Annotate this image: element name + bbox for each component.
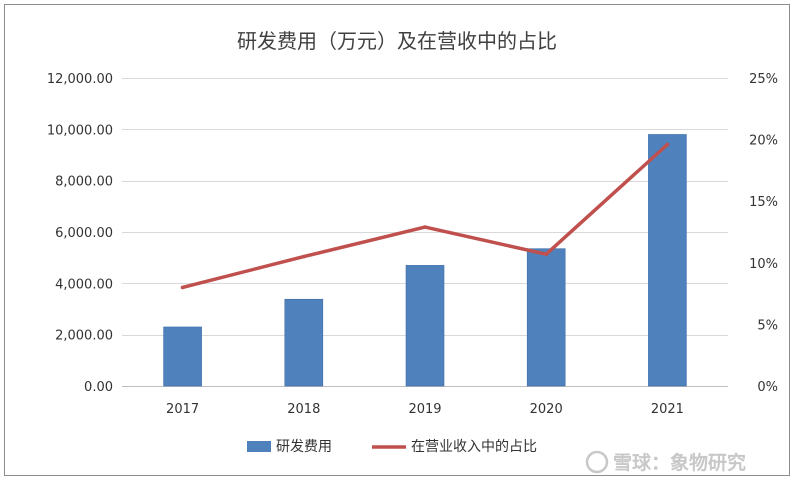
left-axis-labels: 0.00 2,000.00 4,000.00 6,000.00 8,000.00 10,0… — [47, 72, 113, 395]
legend-bar-label: 研发费用 — [276, 439, 332, 455]
ratio-point-2019 — [423, 225, 427, 229]
watermark: 雪球：象物研究 — [585, 450, 746, 474]
gridlines — [122, 78, 728, 387]
right-axis-tick-label: 10% — [749, 257, 778, 272]
legend-bar-swatch — [247, 441, 271, 452]
left-axis-tick-label: 4,000.00 — [55, 277, 113, 292]
right-axis-labels: 0% 5% 10% 15% 20% 25% — [749, 72, 778, 395]
x-axis-tick-label: 2020 — [530, 402, 563, 417]
left-axis-tick-label: 0.00 — [84, 380, 113, 395]
right-axis-tick-label: 15% — [749, 195, 778, 210]
left-axis-tick-label: 2,000.00 — [55, 329, 113, 344]
left-axis-tick-label: 8,000.00 — [55, 175, 113, 190]
x-axis-tick-label: 2017 — [166, 402, 199, 417]
right-axis-tick-label: 5% — [757, 318, 778, 333]
left-axis-tick-label: 10,000.00 — [47, 123, 113, 138]
left-axis-tick-label: 6,000.00 — [55, 226, 113, 241]
right-axis-tick-label: 20% — [749, 134, 778, 149]
ratio-point-2020 — [544, 252, 548, 256]
ratio-point-2018 — [302, 254, 306, 259]
bar-series — [163, 134, 687, 387]
bar-2018 — [284, 298, 324, 387]
ratio-point-2017 — [180, 285, 185, 290]
x-axis-tick-label: 2019 — [408, 402, 441, 417]
left-axis-tick-label: 12,000.00 — [47, 72, 113, 87]
watermark-text: 雪球：象物研究 — [613, 451, 746, 474]
x-axis-labels: 2017 2018 2019 2020 2021 — [166, 402, 684, 417]
chart-title: 研发费用（万元）及在营收中的占比 — [237, 29, 557, 53]
line-series — [180, 142, 670, 290]
watermark-logo-icon — [585, 450, 609, 474]
right-axis-tick-label: 25% — [749, 72, 778, 87]
legend: 研发费用 在营业收入中的占比 — [247, 439, 537, 455]
bar-2021 — [648, 134, 687, 387]
bar-2019 — [405, 265, 445, 387]
x-axis-tick-label: 2018 — [287, 402, 320, 417]
x-axis-tick-label: 2021 — [651, 402, 684, 417]
legend-line-label: 在营业收入中的占比 — [411, 439, 537, 455]
bar-2020 — [526, 248, 566, 387]
right-axis-tick-label: 0% — [757, 380, 778, 395]
bar-2017 — [163, 326, 202, 387]
ratio-point-2021 — [665, 142, 670, 147]
